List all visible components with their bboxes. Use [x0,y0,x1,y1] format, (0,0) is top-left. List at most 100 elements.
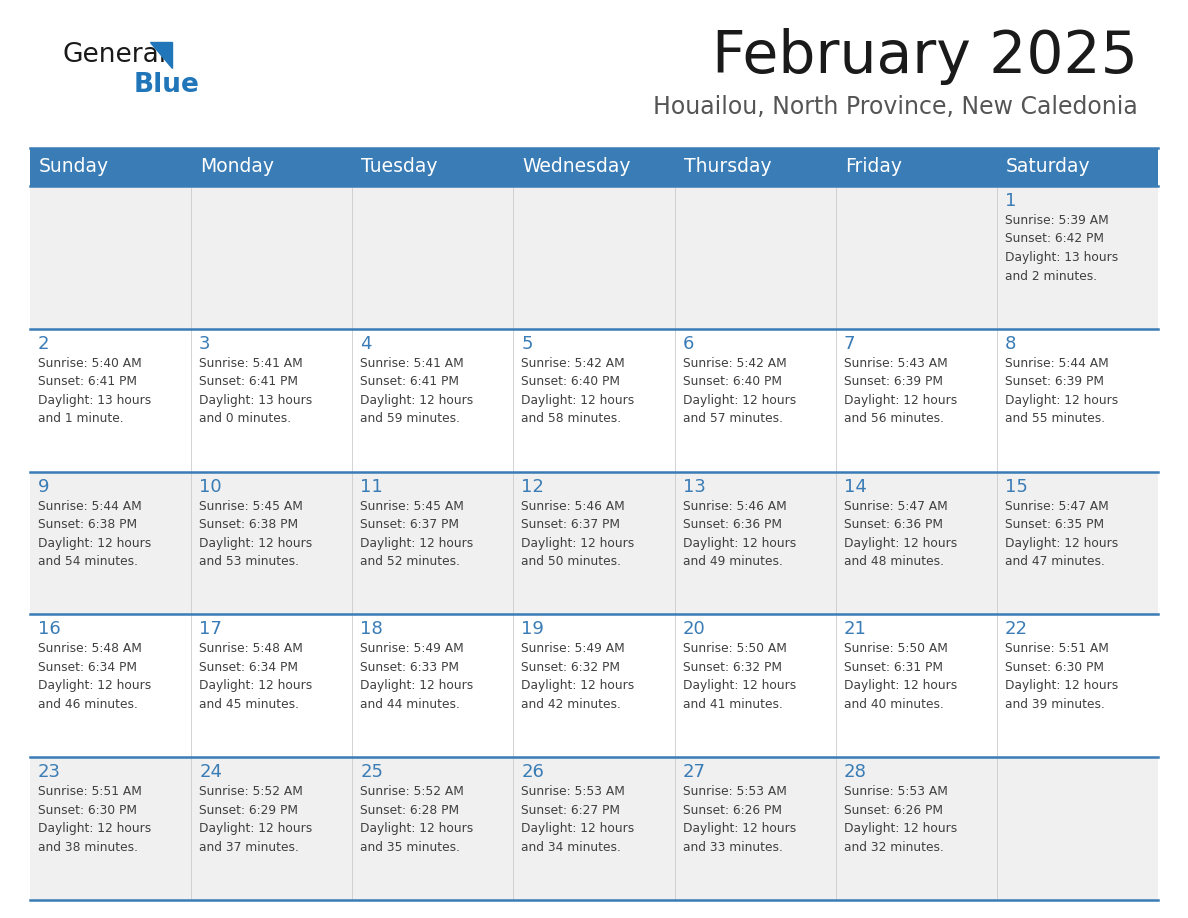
Text: February 2025: February 2025 [712,28,1138,85]
Text: Sunrise: 5:51 AM
Sunset: 6:30 PM
Daylight: 12 hours
and 38 minutes.: Sunrise: 5:51 AM Sunset: 6:30 PM Dayligh… [38,785,151,854]
Bar [191,472,353,614]
Bar [30,757,191,900]
Text: 16: 16 [38,621,61,638]
Text: 2: 2 [38,335,50,353]
Text: 21: 21 [843,621,866,638]
Text: 17: 17 [200,621,222,638]
Bar [513,757,675,900]
Text: 26: 26 [522,763,544,781]
Text: 3: 3 [200,335,210,353]
Bar [835,472,997,614]
Bar [513,472,675,614]
Bar [30,186,191,329]
Text: Sunrise: 5:48 AM
Sunset: 6:34 PM
Daylight: 12 hours
and 46 minutes.: Sunrise: 5:48 AM Sunset: 6:34 PM Dayligh… [38,643,151,711]
Text: 24: 24 [200,763,222,781]
Text: 23: 23 [38,763,61,781]
Bar [513,614,675,757]
Text: Sunrise: 5:48 AM
Sunset: 6:34 PM
Daylight: 12 hours
and 45 minutes.: Sunrise: 5:48 AM Sunset: 6:34 PM Dayligh… [200,643,312,711]
Bar [835,148,997,186]
Text: Thursday: Thursday [683,158,771,176]
Text: Sunrise: 5:44 AM
Sunset: 6:39 PM
Daylight: 12 hours
and 55 minutes.: Sunrise: 5:44 AM Sunset: 6:39 PM Dayligh… [1005,357,1118,425]
Bar [353,329,513,472]
Text: Tuesday: Tuesday [361,158,438,176]
Text: 25: 25 [360,763,384,781]
Bar [191,329,353,472]
Text: Sunrise: 5:47 AM
Sunset: 6:36 PM
Daylight: 12 hours
and 48 minutes.: Sunrise: 5:47 AM Sunset: 6:36 PM Dayligh… [843,499,958,568]
Text: Sunrise: 5:41 AM
Sunset: 6:41 PM
Daylight: 13 hours
and 0 minutes.: Sunrise: 5:41 AM Sunset: 6:41 PM Dayligh… [200,357,312,425]
Text: 15: 15 [1005,477,1028,496]
Bar [997,614,1158,757]
Text: Sunrise: 5:53 AM
Sunset: 6:26 PM
Daylight: 12 hours
and 32 minutes.: Sunrise: 5:53 AM Sunset: 6:26 PM Dayligh… [843,785,958,854]
Text: Sunrise: 5:53 AM
Sunset: 6:26 PM
Daylight: 12 hours
and 33 minutes.: Sunrise: 5:53 AM Sunset: 6:26 PM Dayligh… [683,785,796,854]
Bar [675,148,835,186]
Bar [191,148,353,186]
Bar [30,614,191,757]
Text: Blue: Blue [134,72,200,98]
Bar [835,329,997,472]
Text: Sunrise: 5:49 AM
Sunset: 6:32 PM
Daylight: 12 hours
and 42 minutes.: Sunrise: 5:49 AM Sunset: 6:32 PM Dayligh… [522,643,634,711]
Text: Sunrise: 5:41 AM
Sunset: 6:41 PM
Daylight: 12 hours
and 59 minutes.: Sunrise: 5:41 AM Sunset: 6:41 PM Dayligh… [360,357,474,425]
Bar [675,329,835,472]
Bar [513,329,675,472]
Bar [997,757,1158,900]
Bar [191,757,353,900]
Text: 9: 9 [38,477,50,496]
Text: Sunrise: 5:52 AM
Sunset: 6:29 PM
Daylight: 12 hours
and 37 minutes.: Sunrise: 5:52 AM Sunset: 6:29 PM Dayligh… [200,785,312,854]
Polygon shape [150,42,172,68]
Bar [675,757,835,900]
Text: Sunrise: 5:40 AM
Sunset: 6:41 PM
Daylight: 13 hours
and 1 minute.: Sunrise: 5:40 AM Sunset: 6:41 PM Dayligh… [38,357,151,425]
Text: Sunrise: 5:42 AM
Sunset: 6:40 PM
Daylight: 12 hours
and 58 minutes.: Sunrise: 5:42 AM Sunset: 6:40 PM Dayligh… [522,357,634,425]
Text: 22: 22 [1005,621,1028,638]
Bar [353,614,513,757]
Bar [30,329,191,472]
Text: 18: 18 [360,621,383,638]
Text: Sunrise: 5:39 AM
Sunset: 6:42 PM
Daylight: 13 hours
and 2 minutes.: Sunrise: 5:39 AM Sunset: 6:42 PM Dayligh… [1005,214,1118,283]
Bar [997,329,1158,472]
Bar [997,472,1158,614]
Text: Sunrise: 5:43 AM
Sunset: 6:39 PM
Daylight: 12 hours
and 56 minutes.: Sunrise: 5:43 AM Sunset: 6:39 PM Dayligh… [843,357,958,425]
Text: Monday: Monday [200,158,274,176]
Text: 1: 1 [1005,192,1016,210]
Text: 12: 12 [522,477,544,496]
Text: 19: 19 [522,621,544,638]
Text: 6: 6 [683,335,694,353]
Text: Sunrise: 5:49 AM
Sunset: 6:33 PM
Daylight: 12 hours
and 44 minutes.: Sunrise: 5:49 AM Sunset: 6:33 PM Dayligh… [360,643,474,711]
Text: 7: 7 [843,335,855,353]
Text: Sunrise: 5:50 AM
Sunset: 6:31 PM
Daylight: 12 hours
and 40 minutes.: Sunrise: 5:50 AM Sunset: 6:31 PM Dayligh… [843,643,958,711]
Bar [191,614,353,757]
Text: Saturday: Saturday [1006,158,1091,176]
Text: Sunrise: 5:46 AM
Sunset: 6:37 PM
Daylight: 12 hours
and 50 minutes.: Sunrise: 5:46 AM Sunset: 6:37 PM Dayligh… [522,499,634,568]
Text: 8: 8 [1005,335,1016,353]
Bar [675,614,835,757]
Text: Sunrise: 5:44 AM
Sunset: 6:38 PM
Daylight: 12 hours
and 54 minutes.: Sunrise: 5:44 AM Sunset: 6:38 PM Dayligh… [38,499,151,568]
Bar [835,757,997,900]
Text: 27: 27 [683,763,706,781]
Text: 4: 4 [360,335,372,353]
Text: Sunrise: 5:45 AM
Sunset: 6:38 PM
Daylight: 12 hours
and 53 minutes.: Sunrise: 5:45 AM Sunset: 6:38 PM Dayligh… [200,499,312,568]
Bar [353,148,513,186]
Bar [835,186,997,329]
Bar [30,148,191,186]
Text: 28: 28 [843,763,866,781]
Text: 10: 10 [200,477,222,496]
Bar [513,148,675,186]
Text: General: General [62,42,166,68]
Text: Sunrise: 5:53 AM
Sunset: 6:27 PM
Daylight: 12 hours
and 34 minutes.: Sunrise: 5:53 AM Sunset: 6:27 PM Dayligh… [522,785,634,854]
Bar [675,472,835,614]
Text: 20: 20 [683,621,706,638]
Text: Sunrise: 5:52 AM
Sunset: 6:28 PM
Daylight: 12 hours
and 35 minutes.: Sunrise: 5:52 AM Sunset: 6:28 PM Dayligh… [360,785,474,854]
Text: 5: 5 [522,335,533,353]
Bar [353,186,513,329]
Text: Sunrise: 5:47 AM
Sunset: 6:35 PM
Daylight: 12 hours
and 47 minutes.: Sunrise: 5:47 AM Sunset: 6:35 PM Dayligh… [1005,499,1118,568]
Bar [997,186,1158,329]
Text: Wednesday: Wednesday [523,158,631,176]
Text: Sunrise: 5:42 AM
Sunset: 6:40 PM
Daylight: 12 hours
and 57 minutes.: Sunrise: 5:42 AM Sunset: 6:40 PM Dayligh… [683,357,796,425]
Text: Houailou, North Province, New Caledonia: Houailou, North Province, New Caledonia [653,95,1138,119]
Bar [513,186,675,329]
Bar [675,186,835,329]
Bar [997,148,1158,186]
Bar [353,757,513,900]
Bar [835,614,997,757]
Text: Sunrise: 5:46 AM
Sunset: 6:36 PM
Daylight: 12 hours
and 49 minutes.: Sunrise: 5:46 AM Sunset: 6:36 PM Dayligh… [683,499,796,568]
Text: Sunrise: 5:45 AM
Sunset: 6:37 PM
Daylight: 12 hours
and 52 minutes.: Sunrise: 5:45 AM Sunset: 6:37 PM Dayligh… [360,499,474,568]
